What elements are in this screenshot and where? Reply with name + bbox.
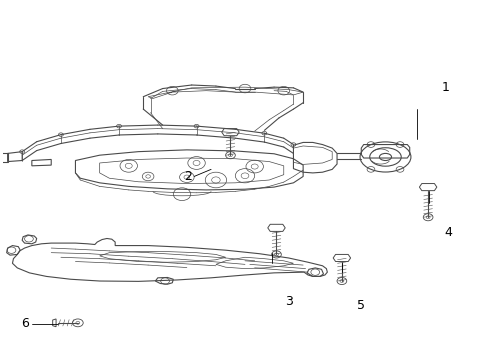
Text: 4: 4 [444,226,452,239]
Text: 2: 2 [184,170,192,183]
Text: 6: 6 [22,317,29,330]
Text: 5: 5 [357,299,365,312]
Text: 3: 3 [285,295,293,308]
Text: 1: 1 [442,81,450,94]
